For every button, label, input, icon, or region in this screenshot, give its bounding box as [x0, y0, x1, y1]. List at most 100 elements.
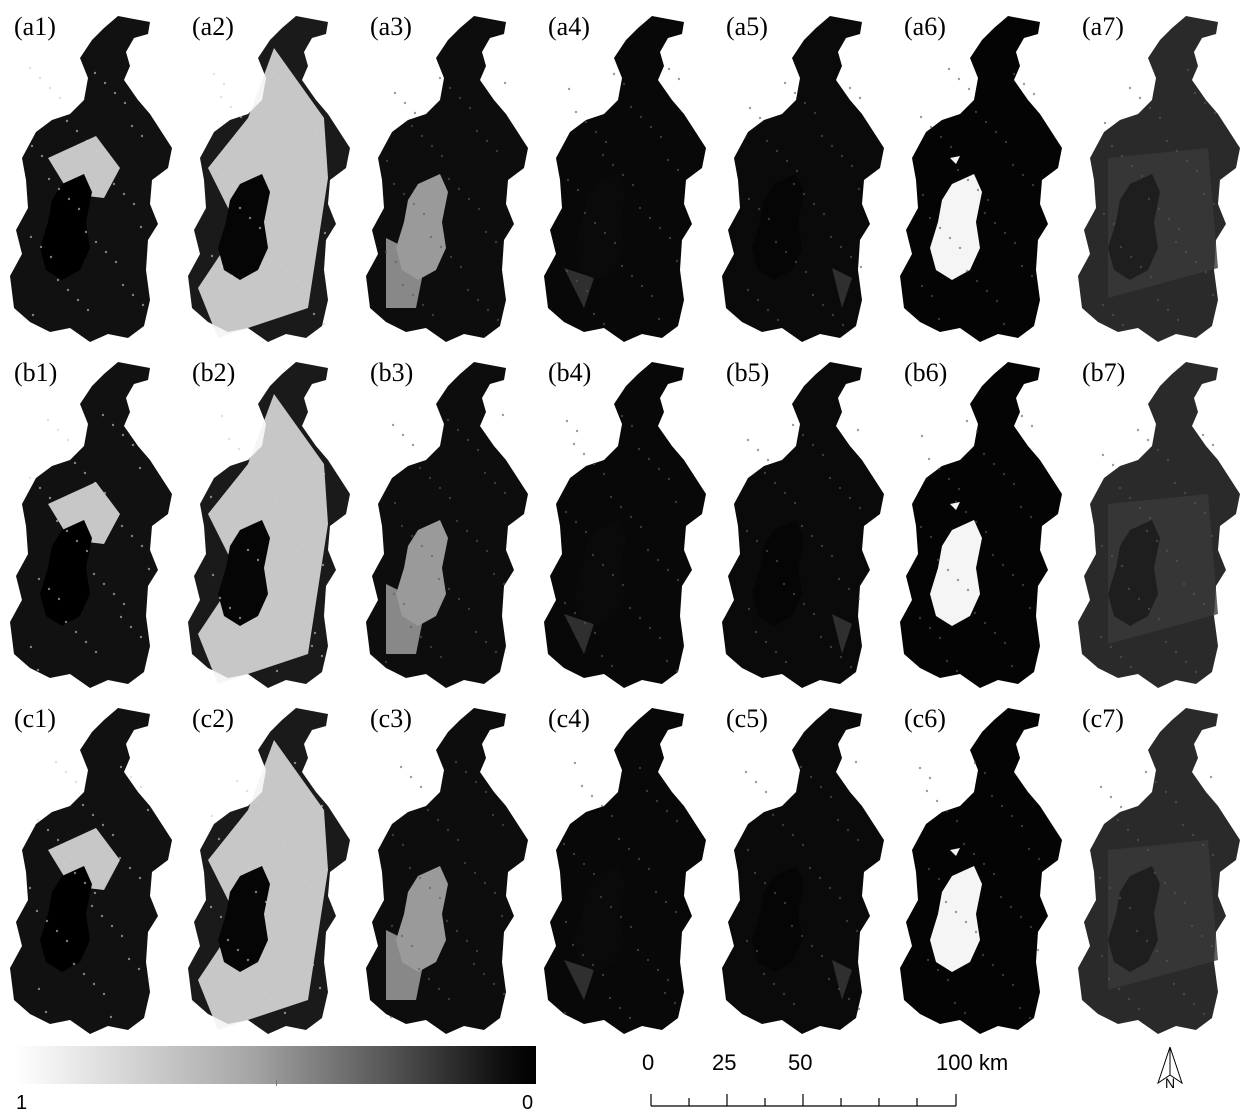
raster-speckle [55, 929, 59, 933]
raster-speckle [771, 813, 775, 817]
raster-speckle [466, 288, 470, 292]
raster-speckle [565, 269, 569, 273]
raster-speckle [503, 491, 507, 495]
raster-speckle [1174, 650, 1178, 654]
raster-speckle [972, 852, 976, 856]
raster-speckle [802, 602, 806, 606]
raster-speckle [275, 669, 279, 673]
raster-speckle [637, 857, 641, 861]
raster-speckle [227, 437, 231, 441]
raster-speckle [400, 524, 404, 528]
raster-speckle [492, 982, 496, 986]
raster-speckle [1019, 915, 1023, 919]
raster-speckle [286, 178, 290, 182]
raster-speckle [1120, 154, 1124, 158]
raster-speckle [474, 780, 478, 784]
raster-speckle [1204, 270, 1208, 274]
raster-speckle [84, 230, 88, 234]
raster-speckle [228, 606, 232, 610]
raster-speckle [1119, 805, 1123, 809]
raster-speckle [580, 784, 584, 788]
raster-speckle [111, 833, 115, 837]
raster-speckle [212, 72, 216, 76]
raster-speckle [921, 193, 925, 197]
raster-speckle [55, 519, 59, 523]
map-panel-c6: (c6) [890, 700, 1067, 1042]
raster-speckle [981, 953, 985, 957]
raster-speckle [81, 803, 85, 807]
raster-speckle [1000, 804, 1004, 808]
raster-speckle [500, 914, 504, 918]
raster-speckle [465, 939, 469, 943]
raster-speckle [393, 91, 397, 95]
raster-speckle [139, 635, 143, 639]
raster-speckle [120, 934, 124, 938]
raster-speckle [1145, 939, 1149, 943]
raster-speckle [321, 153, 325, 157]
raster-speckle [139, 225, 143, 229]
raster-speckle [303, 621, 307, 625]
raster-speckle [1109, 645, 1113, 649]
raster-speckle [248, 216, 252, 220]
raster-speckle [809, 775, 813, 779]
raster-speckle [603, 231, 607, 235]
raster-speckle [305, 289, 309, 293]
panel-label: (b7) [1082, 358, 1126, 387]
raster-speckle [320, 654, 324, 658]
raster-speckle [667, 67, 671, 71]
high-value-area [950, 156, 960, 164]
raster-speckle [120, 524, 124, 528]
raster-speckle [417, 967, 421, 971]
raster-speckle [848, 496, 852, 500]
raster-map [544, 16, 706, 342]
raster-speckle [928, 626, 932, 630]
raster-speckle [854, 760, 858, 764]
raster-speckle [785, 159, 789, 163]
raster-speckle [794, 260, 798, 264]
raster-speckle [209, 905, 213, 909]
raster-speckle [256, 968, 260, 972]
raster-speckle [847, 997, 851, 1001]
raster-speckle [764, 790, 768, 794]
raster-speckle [293, 201, 297, 205]
raster-speckle [46, 418, 50, 422]
map-panel-a1: (a1) [0, 8, 177, 350]
raster-speckle [240, 284, 244, 288]
raster-speckle [73, 871, 77, 875]
raster-speckle [293, 761, 297, 765]
raster-speckle [1154, 780, 1158, 784]
raster-speckle [937, 317, 941, 321]
raster-speckle [992, 462, 996, 466]
raster-speckle [464, 770, 468, 774]
raster-speckle [131, 443, 135, 447]
lake-area [396, 866, 448, 972]
raster-speckle [1183, 491, 1187, 495]
raster-speckle [657, 467, 661, 471]
raster-speckle [938, 226, 942, 230]
raster-speckle [1157, 207, 1161, 211]
raster-speckle [482, 972, 486, 976]
raster-speckle [609, 905, 613, 909]
raster-speckle [237, 447, 241, 451]
panel-label: (a7) [1082, 12, 1124, 41]
raster-speckle [281, 933, 285, 937]
raster-speckle [284, 510, 288, 514]
raster-speckle [72, 962, 76, 966]
raster-speckle [56, 838, 60, 842]
panel-label: (b5) [726, 358, 770, 387]
raster-speckle [1209, 775, 1213, 779]
raster-speckle [264, 490, 268, 494]
raster-speckle [764, 640, 768, 644]
raster-speckle [122, 602, 126, 606]
raster-speckle [1174, 240, 1178, 244]
raster-speckle [571, 943, 575, 947]
raster-speckle [492, 572, 496, 576]
raster-speckle [222, 82, 226, 86]
raster-speckle [956, 168, 960, 172]
raster-speckle [601, 973, 605, 977]
raster-speckle [929, 535, 933, 539]
raster-speckle [602, 322, 606, 326]
raster-speckle [629, 925, 633, 929]
raster-speckle [755, 949, 759, 953]
raster-speckle [966, 178, 970, 182]
